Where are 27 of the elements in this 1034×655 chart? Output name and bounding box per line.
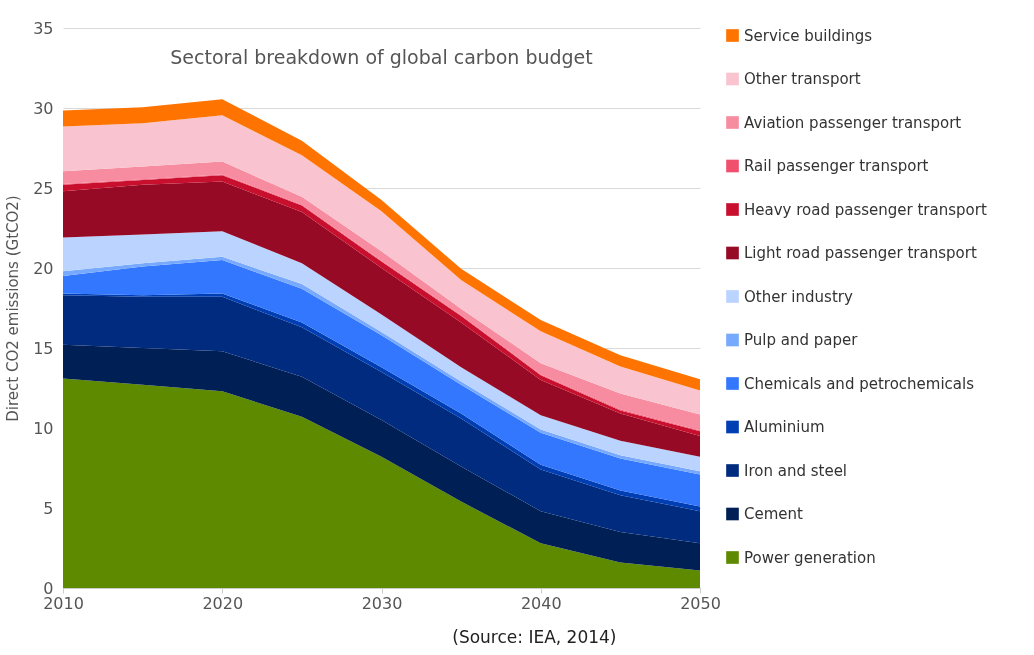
legend-label: Heavy road passenger transport <box>744 200 987 219</box>
y-tick-label: 25 <box>33 178 54 198</box>
legend-label: Iron and steel <box>744 461 848 480</box>
x-tick-label: 2050 <box>680 593 721 613</box>
x-tick-label: 2020 <box>202 593 244 613</box>
legend-label: Power generation <box>744 548 876 567</box>
legend-label: Chemicals and petrochemicals <box>744 374 975 393</box>
y-tick-label: 30 <box>33 98 54 118</box>
legend-label: Aluminium <box>744 418 825 436</box>
legend-label: Aviation passenger transport <box>744 113 962 132</box>
legend-label: Pulp and paper <box>744 331 859 349</box>
y-tick-label: 5 <box>43 498 54 518</box>
y-tick-label: 10 <box>33 418 54 438</box>
text: (Source: IEA, 2014) <box>452 627 617 647</box>
x-tick-label: 2030 <box>361 593 403 613</box>
y-tick-label: 35 <box>33 18 54 38</box>
y-axis-title: Direct CO2 emissions (GtCO2) <box>4 195 23 422</box>
legend-label: Light road passenger transport <box>744 244 977 262</box>
legend-label: Cement <box>744 505 804 523</box>
legend-label: Other transport <box>744 70 861 88</box>
text: Sectoral breakdown of global carbon budget <box>170 46 593 68</box>
y-tick-label: 20 <box>33 258 54 278</box>
legend-label: Rail passenger transport <box>744 157 929 175</box>
y-tick-label: 15 <box>33 338 54 358</box>
legend-label: Service buildings <box>744 26 873 45</box>
x-tick-label: 2040 <box>520 593 562 613</box>
legend-label: Other industry <box>744 287 853 306</box>
